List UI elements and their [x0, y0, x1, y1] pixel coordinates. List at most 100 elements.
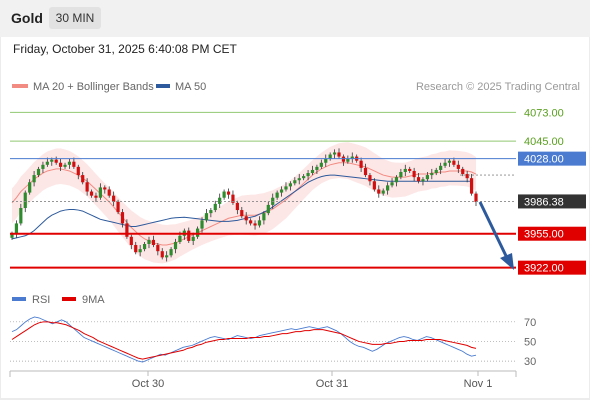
ma20-legend-swatch	[12, 84, 28, 88]
candle	[403, 168, 407, 172]
candle	[452, 160, 456, 165]
candle	[293, 180, 297, 184]
candle	[447, 160, 452, 163]
candle	[178, 235, 182, 242]
candle	[381, 190, 385, 194]
chart-datetime: Friday, October 31, 2025 6:40:08 PM CET	[13, 42, 237, 56]
ma50-legend-swatch	[156, 84, 170, 88]
instrument-title: Gold	[11, 10, 43, 26]
candle	[235, 202, 239, 211]
level-resistance-label: 4073.00	[524, 107, 564, 119]
x-tick-label: Nov 1	[464, 378, 493, 390]
candle	[89, 191, 94, 196]
x-tick-label: Oct 30	[132, 378, 164, 390]
candle	[328, 154, 332, 159]
candle	[456, 164, 460, 169]
candle	[465, 174, 469, 179]
candle	[14, 223, 19, 234]
candle	[377, 189, 381, 194]
bollinger-band	[12, 142, 476, 264]
ma9-line	[11, 321, 477, 360]
candle	[302, 176, 306, 179]
timeframe-button[interactable]: 30 MIN	[49, 7, 101, 29]
candle	[28, 182, 32, 193]
candle	[253, 223, 257, 226]
rsi-legend-swatch	[12, 297, 26, 301]
candle	[310, 169, 315, 174]
candle	[200, 220, 204, 229]
candle	[76, 166, 80, 176]
candle	[421, 179, 425, 182]
candle	[72, 161, 76, 167]
candle	[319, 162, 323, 167]
candle	[390, 182, 394, 186]
candle	[36, 168, 41, 176]
candle	[112, 195, 116, 202]
candle	[262, 213, 266, 221]
candle	[434, 169, 438, 174]
candle	[244, 216, 248, 221]
candle	[107, 189, 111, 196]
candle	[54, 159, 58, 163]
ma9-legend-swatch	[62, 297, 76, 301]
level-pivot-tag	[518, 151, 586, 166]
candle	[59, 162, 63, 167]
ma20-line	[11, 162, 477, 246]
candle	[337, 152, 341, 157]
candle	[408, 168, 412, 171]
candle	[10, 233, 14, 238]
candle	[116, 201, 120, 213]
candle	[350, 156, 354, 159]
candle	[169, 249, 173, 256]
candle	[134, 245, 138, 253]
ma20-legend-label: MA 20 + Bollinger Bands	[33, 81, 154, 93]
candle	[226, 191, 231, 195]
candle	[196, 228, 200, 237]
ma9-legend-label: 9MA	[82, 294, 105, 306]
candle	[288, 183, 292, 187]
candle	[231, 194, 235, 203]
candle	[204, 213, 209, 221]
forecast-arrow	[478, 201, 514, 270]
candle	[160, 251, 164, 258]
candle	[461, 168, 465, 175]
candle	[98, 187, 102, 198]
candle	[165, 255, 169, 258]
candle	[439, 165, 443, 170]
candle	[332, 152, 337, 155]
level-last-tag	[518, 194, 586, 209]
candle	[425, 175, 429, 180]
candle	[399, 172, 403, 178]
candle	[94, 195, 98, 198]
candle	[120, 212, 125, 224]
candle	[416, 177, 421, 182]
candle	[372, 181, 376, 190]
candle	[469, 178, 474, 194]
candle	[187, 230, 191, 241]
candle	[306, 173, 310, 177]
candle	[129, 236, 133, 246]
candle	[209, 210, 213, 214]
candle	[275, 192, 279, 198]
rsi-legend-label: RSI	[32, 294, 50, 306]
candle	[474, 193, 478, 202]
candle	[222, 191, 226, 198]
candle	[249, 220, 253, 224]
candle	[218, 197, 222, 204]
candle	[324, 158, 328, 163]
rsi-tick-label: 70	[524, 317, 536, 329]
level-pivot-label: 4028.00	[524, 154, 564, 166]
candle	[50, 159, 54, 162]
candle	[45, 161, 49, 165]
candle	[213, 203, 217, 211]
level-resistance-label: 4045.00	[524, 136, 564, 148]
candle	[297, 178, 301, 181]
candle	[156, 245, 160, 252]
candle	[394, 177, 399, 183]
level-support-tag	[518, 226, 586, 241]
candle	[173, 241, 178, 250]
candle	[359, 160, 363, 168]
candle	[346, 158, 350, 162]
rsi-tick-label: 50	[524, 336, 536, 348]
